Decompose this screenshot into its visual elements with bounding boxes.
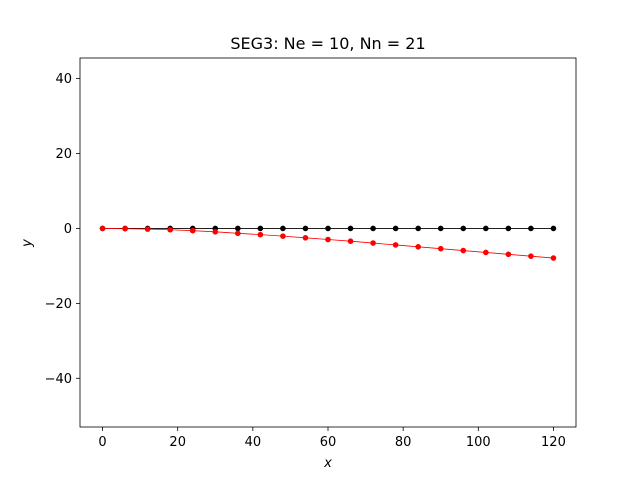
data-point bbox=[235, 225, 241, 232]
data-point bbox=[505, 225, 512, 232]
x-axis-ticks: 0 20 40 60 80 100 120 bbox=[98, 427, 566, 450]
y-tick-label: 0 bbox=[64, 222, 72, 237]
data-point bbox=[392, 225, 399, 232]
x-axis-label: x bbox=[323, 456, 332, 471]
data-point bbox=[347, 225, 354, 232]
data-point bbox=[550, 255, 557, 261]
data-point bbox=[280, 225, 286, 232]
data-point bbox=[505, 251, 512, 258]
data-point bbox=[415, 225, 421, 232]
data-point bbox=[167, 226, 173, 233]
y-axis-ticks: −40 −20 0 20 40 bbox=[45, 72, 80, 387]
data-point bbox=[325, 236, 331, 243]
data-point bbox=[550, 225, 557, 232]
data-point bbox=[257, 225, 264, 232]
data-point bbox=[122, 225, 128, 232]
data-point bbox=[460, 225, 467, 232]
data-point bbox=[370, 240, 376, 246]
data-point bbox=[144, 226, 151, 232]
data-point bbox=[212, 229, 219, 235]
y-tick-label: −40 bbox=[45, 372, 72, 387]
y-tick-label: −20 bbox=[45, 297, 72, 312]
data-point bbox=[370, 225, 376, 232]
data-point bbox=[302, 235, 309, 241]
x-tick-label: 80 bbox=[395, 435, 412, 450]
y-tick-label: 20 bbox=[55, 147, 72, 162]
data-point bbox=[302, 225, 309, 232]
data-point bbox=[325, 225, 331, 232]
data-point bbox=[189, 227, 196, 234]
data-point bbox=[415, 244, 421, 250]
series-layer bbox=[99, 225, 557, 261]
y-tick-label: 40 bbox=[55, 72, 72, 87]
chart-title: SEG3: Ne = 10, Nn = 21 bbox=[230, 34, 425, 53]
x-tick-label: 60 bbox=[320, 435, 337, 450]
data-point bbox=[460, 247, 467, 254]
plot-area bbox=[80, 58, 576, 427]
x-tick-label: 20 bbox=[169, 435, 186, 450]
data-point bbox=[257, 231, 264, 238]
data-point bbox=[437, 245, 444, 252]
data-point bbox=[483, 225, 489, 232]
data-point bbox=[280, 233, 286, 239]
x-tick-label: 100 bbox=[466, 435, 491, 450]
data-point bbox=[235, 230, 241, 237]
data-point bbox=[392, 242, 399, 248]
data-point bbox=[347, 238, 354, 244]
data-point bbox=[437, 225, 444, 232]
data-point bbox=[528, 225, 534, 232]
data-point bbox=[483, 249, 489, 256]
x-tick-label: 0 bbox=[98, 435, 106, 450]
x-tick-label: 40 bbox=[245, 435, 262, 450]
data-point bbox=[99, 225, 106, 232]
x-tick-label: 120 bbox=[541, 435, 566, 450]
data-point bbox=[528, 253, 534, 259]
y-axis-label: y bbox=[20, 239, 35, 248]
